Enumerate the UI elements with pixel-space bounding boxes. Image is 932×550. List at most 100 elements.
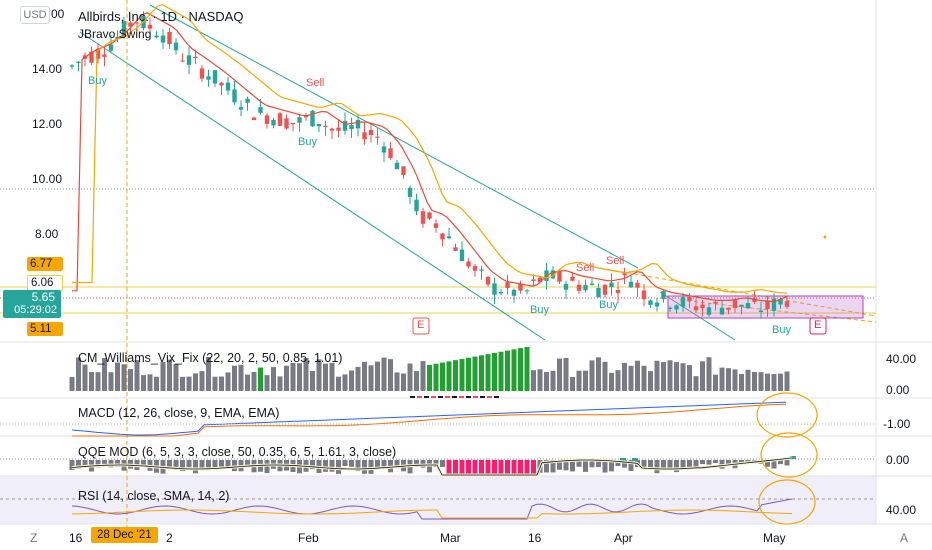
candle-body [446,236,452,239]
candle-body [680,297,686,307]
candle-body [310,110,315,127]
candle-body [297,117,302,123]
vix-bar [609,372,614,391]
qqe-bar [466,460,471,476]
indicator-overlay-title[interactable]: JBravo Swing [78,27,152,41]
candle-body [641,290,647,300]
candle-body [700,304,705,309]
qqe-bar [706,460,712,465]
candle-body [329,128,335,131]
qqe-bar [245,460,250,468]
qqe-line [71,457,793,476]
vix-bar [303,358,309,391]
zoom-button[interactable]: Z [30,531,38,545]
qqe-bar [544,460,549,473]
candle-body [667,307,673,309]
candle-body [316,124,322,127]
qqe-bar [713,460,718,464]
macd-signal-line [72,403,787,437]
candle-body [277,113,283,126]
candle-body [69,65,75,67]
vix-dot [466,396,471,398]
auto-scale-button[interactable]: A [900,531,909,545]
candle-body [693,306,699,311]
vix-bar [524,346,530,391]
vix-bar [102,358,107,391]
vix-bar [355,366,361,391]
candle-body [563,283,569,290]
vix-bar [180,376,185,391]
price-tick: 8.00 [35,227,59,241]
rsi-pane-title[interactable]: RSI (14, close, SMA, 14, 2) [78,489,230,503]
qqe-bar [531,460,536,476]
qqe-bar [505,460,510,476]
candle-body [706,307,712,315]
qqe-pane-title[interactable]: QQE MOD (6, 5, 3, 3, close, 50, 0.35, 6,… [78,445,397,459]
vix-bar [622,362,627,391]
buy-signal: Buy [772,324,791,336]
qqe-bar [453,460,458,476]
symbol-title: Allbirds, Inc. · 1D · NASDAQ [78,9,244,24]
vix-bar [381,357,387,391]
qqe-bar [459,460,465,476]
candle-body [732,300,738,308]
currency-button[interactable]: USD [20,6,50,24]
price-tick: 12.00 [32,117,63,131]
earnings-label[interactable]: E [814,319,822,331]
time-tick: 16 [528,531,542,545]
vix-bar [602,361,608,391]
vix-bar [238,364,244,391]
candle-body [472,266,478,271]
candle-body [160,35,166,43]
vix-bar [316,359,322,391]
candle-body [622,273,627,276]
candle-body [726,307,731,310]
earnings-label[interactable]: E [417,319,425,331]
candle-body [108,44,114,51]
vix-bar [479,355,484,391]
qqe-bar [95,460,101,468]
qqe-bar [563,460,569,471]
candle-body [401,166,406,175]
vix-bar [290,362,296,391]
vix-bar [713,374,718,391]
ma-slow-line [72,3,788,294]
qqe-bar [654,460,660,474]
qqe-bar [394,460,400,469]
candle-body [648,300,653,305]
qqe-bar [375,460,380,469]
qqe-bar [115,460,120,467]
vix-bar [544,372,549,391]
qqe-bar [492,460,497,476]
candle-body [115,36,120,40]
vix-bar [615,370,621,391]
candle-body [238,107,244,110]
macd-pane-title[interactable]: MACD (12, 26, close, 9, EMA, EMA) [78,406,280,420]
candle-body [258,107,263,113]
qqe-bar [446,460,452,476]
qqe-bar [141,460,146,467]
candle-body [375,136,380,138]
vix-bar [336,376,341,391]
candle-body [414,199,419,212]
vix-bar [232,365,237,391]
vix-pane-title[interactable]: CM_Williams_Vix_Fix (22, 20, 2, 50, 0.85… [78,351,343,365]
vix-bar [69,376,75,391]
vix-bar [661,361,666,391]
candle-body [771,298,777,311]
countdown-text: 05:29:02 [14,304,57,316]
vix-bar [498,351,504,391]
qqe-bar [82,460,88,467]
vix-bar [349,370,354,391]
time-tick: Feb [298,531,319,545]
qqe-bar [576,460,582,467]
candle-body [342,120,348,131]
candle-body [167,32,172,45]
vix-bar [407,363,413,391]
candle-body [147,24,153,29]
vix-bar [531,370,536,391]
qqe-bar-positive [790,456,796,459]
time-tick: 2 [166,531,173,545]
qqe-bar [674,460,679,473]
